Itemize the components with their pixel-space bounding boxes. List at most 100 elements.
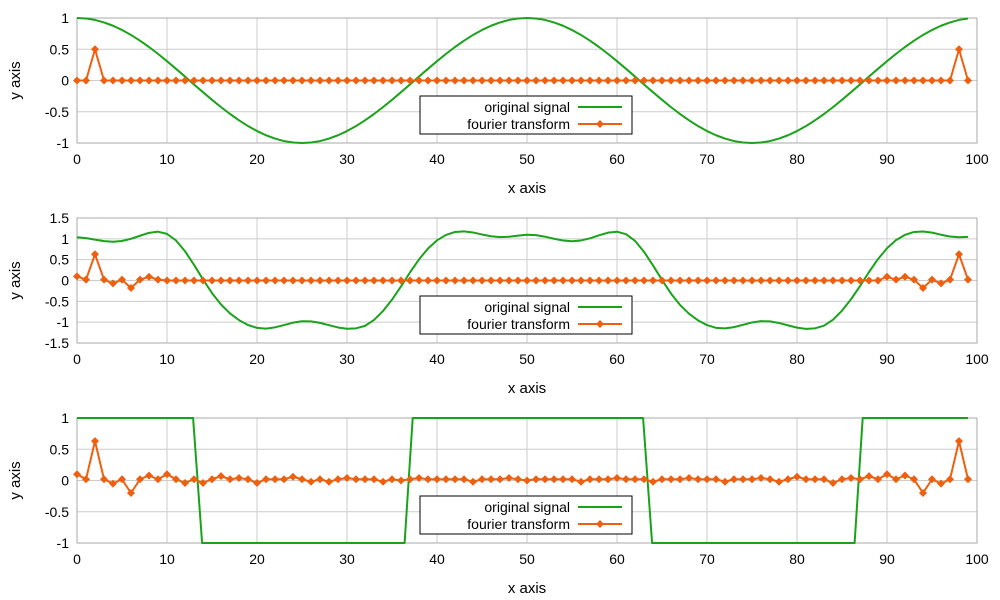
fourier-transform-point: [298, 276, 306, 285]
fourier-transform-point: [901, 471, 909, 480]
fourier-transform-point: [595, 76, 603, 85]
fourier-transform-point: [874, 276, 882, 285]
fourier-transform-point: [406, 276, 414, 285]
fourier-transform-point: [532, 276, 540, 285]
fourier-transform-point: [946, 475, 954, 484]
y-tick-label: 0.5: [50, 41, 70, 57]
x-tick-label: 30: [339, 351, 355, 367]
original-signal-series: [76, 17, 969, 144]
y-tick-label: 0.5: [50, 252, 70, 268]
fourier-transform-point: [667, 76, 675, 85]
fourier-transform-point: [514, 276, 522, 285]
y-tick-label: 0.5: [50, 441, 70, 457]
x-tick-label: 60: [609, 551, 625, 567]
fourier-transform-point: [181, 479, 189, 487]
fourier-transform-point: [505, 276, 513, 285]
fourier-transform-point: [757, 474, 765, 482]
chart-panel-2: -1.5 -1 -0.5 0 0.5 1 1.5 0 10 20 30 40 50 60 70 80 90 100…: [7, 210, 989, 397]
y-tick-label: 1.5: [50, 210, 70, 226]
x-tick-label: 30: [339, 151, 355, 167]
fourier-transform-point: [865, 472, 873, 481]
fourier-transform-point: [352, 76, 360, 85]
fourier-transform-point: [802, 475, 810, 484]
original-signal-series: [76, 230, 969, 330]
fourier-transform-point: [748, 76, 756, 85]
x-tick-label: 80: [789, 551, 805, 567]
x-tick-label: 90: [879, 151, 895, 167]
fourier-transform-point: [361, 76, 369, 85]
fourier-transform-point: [802, 76, 810, 85]
fourier-transform-point: [937, 279, 945, 288]
x-tick-label: 0: [73, 551, 81, 567]
fourier-transform-point: [694, 276, 702, 285]
fourier-transform-point: [469, 76, 477, 85]
x-tick-label: 40: [429, 551, 445, 567]
fourier-transform-point: [919, 284, 927, 292]
fourier-transform-point: [343, 76, 351, 85]
fourier-transform-point: [811, 276, 819, 285]
fourier-transform-point: [334, 475, 342, 484]
fourier-transform-point: [685, 276, 693, 285]
fourier-transform-point: [793, 76, 801, 85]
x-axis-label: x axis: [508, 380, 546, 397]
fourier-transform-point: [865, 76, 873, 85]
y-tick-label: -1: [57, 314, 70, 330]
fourier-transform-point: [559, 76, 567, 85]
fourier-transform-point: [163, 76, 171, 85]
x-tick-label: 70: [699, 551, 715, 567]
fourier-transform-point: [460, 475, 468, 484]
x-tick-label: 50: [519, 351, 535, 367]
x-tick-label: 100: [965, 151, 989, 167]
y-tick-label: 0: [61, 273, 69, 289]
fourier-transform-point: [928, 275, 936, 284]
fourier-transform-point: [208, 76, 216, 85]
fourier-transform-point: [685, 474, 693, 482]
fourier-transform-point: [613, 76, 621, 85]
fourier-transform-point: [649, 477, 657, 486]
legend-entry-label: original signal: [484, 499, 570, 515]
fourier-transform-point: [82, 76, 90, 85]
fourier-transform-point: [379, 477, 387, 486]
x-tick-label: 0: [73, 351, 81, 367]
fourier-transform-point: [820, 475, 828, 484]
fourier-transform-point: [793, 276, 801, 285]
fourier-transform-point: [397, 476, 405, 485]
fourier-transform-point: [910, 76, 918, 85]
fourier-transform-point: [100, 475, 108, 484]
fourier-transform-point: [451, 76, 459, 85]
fourier-transform-point: [154, 275, 162, 284]
fourier-transform-point: [415, 474, 423, 482]
legend-box: [419, 495, 633, 535]
fourier-transform-point: [343, 276, 351, 285]
fourier-transform-point: [289, 276, 297, 285]
fourier-transform-point: [694, 475, 702, 484]
fourier-transform-point: [523, 276, 531, 285]
fourier-transform-point: [604, 76, 612, 85]
fourier-transform-point: [136, 275, 144, 284]
fourier-transform-point: [577, 276, 585, 285]
fourier-transform-point: [784, 76, 792, 85]
x-axis-label: x axis: [508, 580, 546, 597]
fourier-transform-point: [109, 279, 117, 288]
fourier-transform-point: [208, 276, 216, 285]
fourier-transform-point: [298, 76, 306, 85]
fourier-transform-point: [883, 470, 891, 479]
fourier-transform-point: [244, 276, 252, 285]
x-tick-label: 40: [429, 351, 445, 367]
fourier-transform-point: [631, 475, 639, 484]
fourier-transform-point: [316, 475, 324, 484]
fourier-transform-point: [406, 475, 414, 484]
fourier-transform-point: [199, 276, 207, 285]
fourier-transform-point: [415, 276, 423, 285]
fourier-transform-point: [919, 76, 927, 85]
fourier-transform-point: [820, 276, 828, 285]
fourier-transform-point: [946, 76, 954, 85]
fourier-transform-point: [694, 76, 702, 85]
fourier-transform-point: [955, 437, 963, 446]
fourier-transform-point: [784, 475, 792, 484]
fourier-transform-point: [271, 475, 279, 484]
fourier-transform-point: [667, 475, 675, 484]
